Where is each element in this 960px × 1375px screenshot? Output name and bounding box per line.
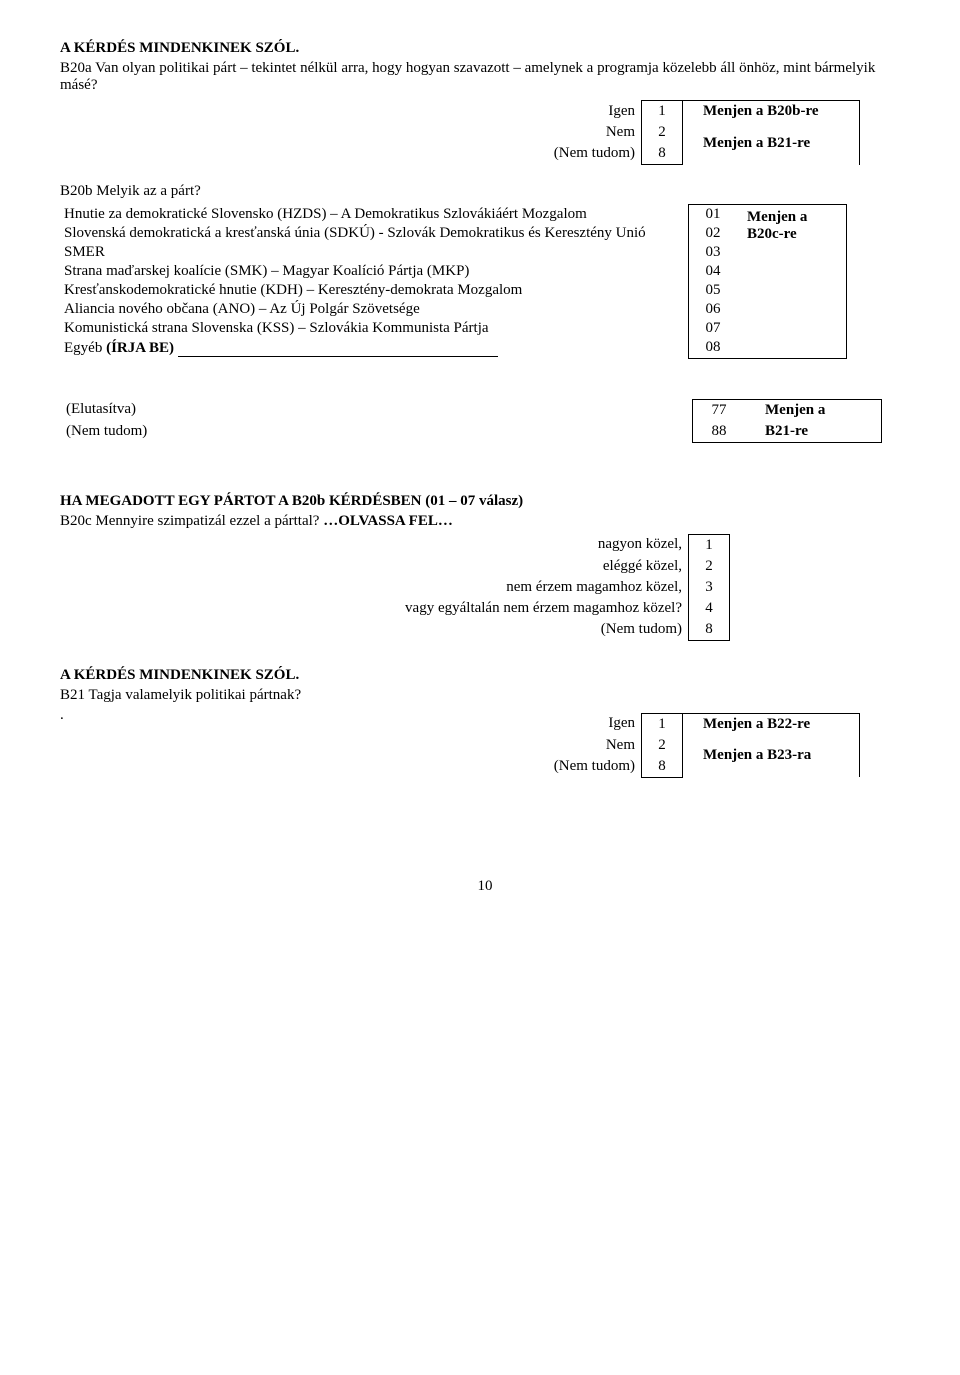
resp-code: 2 bbox=[689, 556, 730, 577]
resp-label: nem érzem magamhoz közel, bbox=[396, 577, 689, 598]
b20c-question: B20c Mennyire szimpatizál ezzel a pártta… bbox=[60, 513, 910, 530]
question-b21: A KÉRDÉS MINDENKINEK SZÓL. B21 Tagja val… bbox=[60, 667, 910, 778]
b20b-question: B20b Melyik az a párt? bbox=[60, 183, 910, 200]
b20c-response-table: nagyon közel,1 eléggé közel,2 nem érzem … bbox=[396, 534, 730, 641]
refuse-label: (Elutasítva) bbox=[60, 399, 693, 421]
b20a-response-table: Igen 1 Menjen a B20b-re Nem 2 Menjen a B… bbox=[509, 100, 860, 165]
party-name: SMER bbox=[60, 243, 689, 262]
b20b-party-list: Hnutie za demokratické Slovensko (HZDS) … bbox=[60, 204, 910, 359]
question-b20a: A KÉRDÉS MINDENKINEK SZÓL. B20a Van olya… bbox=[60, 40, 910, 165]
party-name: Strana maďarskej koalície (SMK) – Magyar… bbox=[60, 262, 689, 281]
b20a-heading: A KÉRDÉS MINDENKINEK SZÓL. bbox=[60, 40, 910, 57]
refuse-goto: B21-re bbox=[745, 421, 882, 443]
b20a-row-nem: Nem 2 Menjen a B21-re bbox=[509, 122, 860, 143]
party-other-bold: (ÍRJA BE) bbox=[106, 340, 174, 356]
write-in-blank bbox=[178, 339, 498, 357]
resp-label: Nem bbox=[509, 122, 642, 143]
resp-code: 8 bbox=[642, 143, 683, 165]
party-code: 01 bbox=[689, 205, 738, 225]
party-code: 04 bbox=[689, 262, 738, 281]
resp-code: 8 bbox=[689, 619, 730, 641]
b21-heading: A KÉRDÉS MINDENKINEK SZÓL. bbox=[60, 667, 910, 684]
resp-code: 3 bbox=[689, 577, 730, 598]
resp-label: nagyon közel, bbox=[396, 534, 689, 556]
resp-label: (Nem tudom) bbox=[396, 619, 689, 641]
party-code: 08 bbox=[689, 338, 738, 358]
resp-code: 1 bbox=[642, 101, 683, 123]
resp-goto: Menjen a B23-ra bbox=[683, 735, 860, 778]
resp-label: eléggé közel, bbox=[396, 556, 689, 577]
resp-label: vagy egyáltalán nem érzem magamhoz közel… bbox=[396, 598, 689, 619]
party-name: Aliancia nového občana (ANO) – Az Új Pol… bbox=[60, 300, 689, 319]
refuse-code: 88 bbox=[693, 421, 746, 443]
resp-code: 4 bbox=[689, 598, 730, 619]
b20c-question-prefix: B20c Mennyire szimpatizál ezzel a pártta… bbox=[60, 513, 323, 529]
resp-label: (Nem tudom) bbox=[509, 756, 642, 778]
party-code: 02 bbox=[689, 224, 738, 243]
b20c-heading: HA MEGADOTT EGY PÁRTOT A B20b KÉRDÉSBEN … bbox=[60, 493, 910, 510]
b21-question: B21 Tagja valamelyik politikai pártnak? bbox=[60, 687, 910, 704]
b20a-question: B20a Van olyan politikai párt – tekintet… bbox=[60, 60, 910, 94]
party-other: Egyéb (ÍRJA BE) bbox=[60, 338, 689, 358]
page-number: 10 bbox=[60, 878, 910, 895]
resp-code: 2 bbox=[642, 735, 683, 756]
b21-response-table: Igen 1 Menjen a B22-re Nem 2 Menjen a B2… bbox=[509, 713, 860, 778]
resp-goto: Menjen a B22-re bbox=[683, 713, 860, 735]
party-name: Hnutie za demokratické Slovensko (HZDS) … bbox=[60, 205, 689, 225]
party-code: 03 bbox=[689, 243, 738, 262]
resp-label: Igen bbox=[509, 101, 642, 123]
refuse-goto: Menjen a bbox=[745, 399, 882, 421]
party-code: 07 bbox=[689, 319, 738, 338]
b20b-goto: Menjen a B20c-re bbox=[737, 204, 847, 359]
party-code: 06 bbox=[689, 300, 738, 319]
question-b20c: HA MEGADOTT EGY PÁRTOT A B20b KÉRDÉSBEN … bbox=[60, 493, 910, 641]
resp-label: Nem bbox=[509, 735, 642, 756]
resp-goto: Menjen a B21-re bbox=[683, 122, 860, 165]
resp-code: 1 bbox=[642, 713, 683, 735]
resp-label: Igen bbox=[509, 713, 642, 735]
b20c-question-bold: …OLVASSA FEL… bbox=[323, 513, 453, 529]
resp-code: 1 bbox=[689, 534, 730, 556]
refuse-label: (Nem tudom) bbox=[60, 421, 693, 443]
question-b20b: B20b Melyik az a párt? Hnutie za demokra… bbox=[60, 183, 910, 443]
b21-dot: . bbox=[60, 707, 180, 724]
party-name: Slovenská demokratická a kresťanská únia… bbox=[60, 224, 689, 243]
party-code: 05 bbox=[689, 281, 738, 300]
party-name: Komunistická strana Slovenska (KSS) – Sz… bbox=[60, 319, 689, 338]
b20b-refuse-table: (Elutasítva) 77 Menjen a (Nem tudom) 88 … bbox=[60, 399, 882, 443]
party-other-prefix: Egyéb bbox=[64, 340, 106, 356]
resp-goto: Menjen a B20b-re bbox=[683, 101, 860, 123]
resp-code: 2 bbox=[642, 122, 683, 143]
b20a-row-igen: Igen 1 Menjen a B20b-re bbox=[509, 101, 860, 123]
resp-code: 8 bbox=[642, 756, 683, 778]
party-name: Kresťanskodemokratické hnutie (KDH) – Ke… bbox=[60, 281, 689, 300]
refuse-code: 77 bbox=[693, 399, 746, 421]
resp-label: (Nem tudom) bbox=[509, 143, 642, 165]
